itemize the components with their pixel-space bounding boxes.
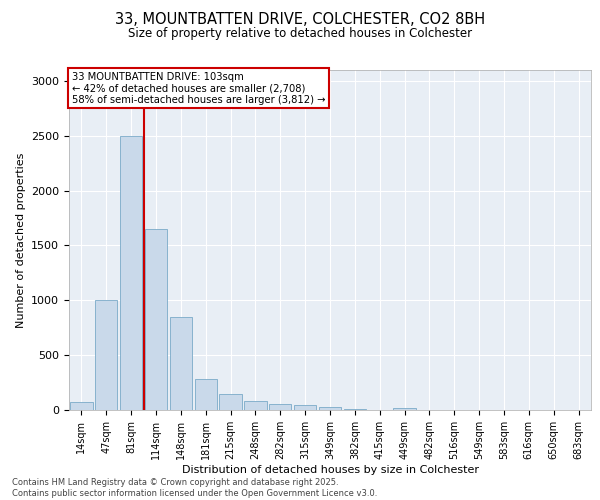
Bar	[170, 317, 192, 410]
Bar	[145, 229, 167, 410]
Bar	[95, 300, 118, 410]
Bar	[269, 404, 292, 410]
Bar	[194, 380, 217, 410]
Bar	[244, 401, 266, 410]
Text: Size of property relative to detached houses in Colchester: Size of property relative to detached ho…	[128, 28, 472, 40]
Text: 33, MOUNTBATTEN DRIVE, COLCHESTER, CO2 8BH: 33, MOUNTBATTEN DRIVE, COLCHESTER, CO2 8…	[115, 12, 485, 28]
X-axis label: Distribution of detached houses by size in Colchester: Distribution of detached houses by size …	[182, 464, 479, 474]
Bar	[120, 136, 142, 410]
Text: 33 MOUNTBATTEN DRIVE: 103sqm
← 42% of detached houses are smaller (2,708)
58% of: 33 MOUNTBATTEN DRIVE: 103sqm ← 42% of de…	[71, 72, 325, 105]
Bar	[319, 406, 341, 410]
Bar	[70, 402, 92, 410]
Bar	[220, 394, 242, 410]
Bar	[294, 404, 316, 410]
Bar	[394, 408, 416, 410]
Text: Contains HM Land Registry data © Crown copyright and database right 2025.
Contai: Contains HM Land Registry data © Crown c…	[12, 478, 377, 498]
Y-axis label: Number of detached properties: Number of detached properties	[16, 152, 26, 328]
